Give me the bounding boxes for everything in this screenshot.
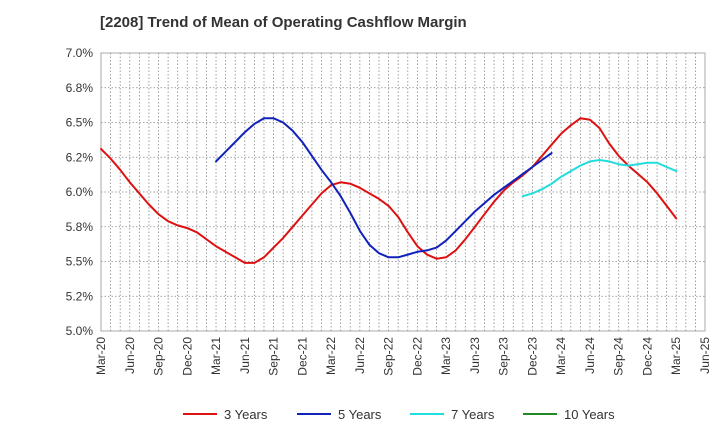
x-tick-label: Sep-23	[497, 337, 511, 376]
y-tick-label: 6.8%	[66, 81, 94, 95]
legend-item: 5 Years	[297, 407, 382, 422]
legend-label: 10 Years	[564, 407, 615, 422]
x-tick-label: Jun-20	[123, 337, 137, 374]
x-tick-label: Mar-23	[439, 337, 453, 375]
y-tick-label: 7.0%	[66, 46, 94, 60]
y-tick-label: 6.0%	[66, 185, 94, 199]
x-tick-label: Jun-25	[698, 337, 712, 374]
series-lines	[100, 117, 678, 264]
x-tick-label: Mar-20	[94, 337, 108, 375]
x-tick-label: Jun-24	[583, 337, 597, 374]
x-tick-label: Sep-21	[267, 337, 281, 376]
series-line-3-years	[100, 117, 678, 264]
x-tick-label: Mar-21	[209, 337, 223, 375]
y-tick-label: 5.2%	[66, 289, 94, 303]
grid	[100, 52, 706, 332]
x-tick-label: Dec-22	[410, 337, 424, 376]
x-tick-label: Jun-22	[353, 337, 367, 374]
y-tick-label: 6.2%	[66, 150, 94, 164]
y-tick-label: 6.5%	[66, 116, 94, 130]
legend-label: 5 Years	[338, 407, 382, 422]
y-tick-label: 5.8%	[66, 220, 94, 234]
x-tick-label: Jun-21	[238, 337, 252, 374]
series-line-5-years	[215, 117, 553, 259]
legend-item: 10 Years	[523, 407, 615, 422]
x-tick-label: Sep-24	[612, 337, 626, 376]
y-tick-label: 5.5%	[66, 255, 94, 269]
x-tick-label: Mar-25	[669, 337, 683, 375]
x-tick-label: Sep-20	[152, 337, 166, 376]
x-tick-label: Dec-20	[180, 337, 194, 376]
x-tick-label: Dec-24	[640, 337, 654, 376]
x-tick-label: Sep-22	[382, 337, 396, 376]
x-tick-label: Dec-23	[525, 337, 539, 376]
series-line-7-years	[521, 159, 678, 198]
legend-label: 7 Years	[451, 407, 495, 422]
x-tick-label: Dec-21	[295, 337, 309, 376]
legend-item: 3 Years	[183, 407, 268, 422]
legend-label: 3 Years	[224, 407, 268, 422]
chart-title: [2208] Trend of Mean of Operating Cashfl…	[100, 14, 467, 31]
x-tick-label: Mar-22	[324, 337, 338, 375]
axes: 5.0% 5.2% 5.5% 5.8% 6.0% 6.2% 6.5% 6.8% 7.0% Mar-…	[66, 46, 712, 376]
y-tick-label: 5.0%	[66, 324, 94, 338]
x-tick-label: Mar-24	[554, 337, 568, 375]
legend: 3 Years 5 Years 7 Years 10 Years	[183, 407, 615, 422]
legend-item: 7 Years	[410, 407, 495, 422]
x-tick-label: Jun-23	[468, 337, 482, 374]
